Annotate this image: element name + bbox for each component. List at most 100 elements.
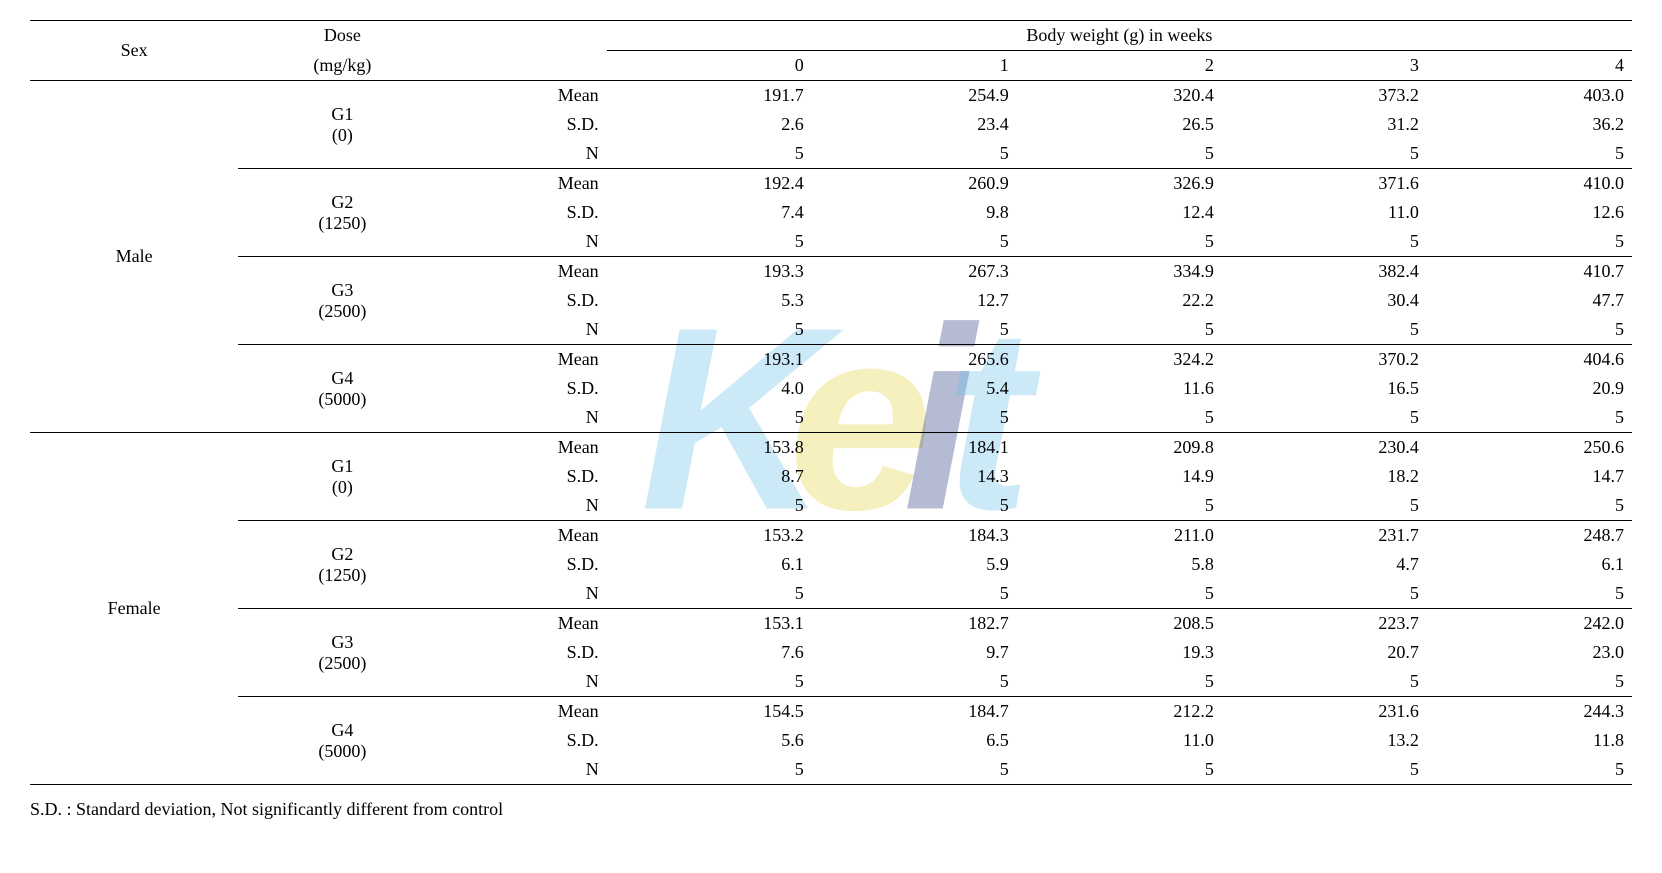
dose-value: (2500) (246, 653, 438, 674)
stat-label: S.D. (447, 462, 607, 491)
dose-value: (0) (246, 125, 438, 146)
value-cell: 8.7 (607, 462, 812, 491)
value-cell: 5 (1017, 227, 1222, 257)
value-cell: 5 (1017, 315, 1222, 345)
header-spacer-2 (447, 51, 607, 81)
value-cell: 211.0 (1017, 521, 1222, 551)
value-cell: 267.3 (812, 257, 1017, 287)
stat-label: S.D. (447, 286, 607, 315)
header-week-0: 0 (607, 51, 812, 81)
value-cell: 5 (812, 491, 1017, 521)
value-cell: 154.5 (607, 697, 812, 727)
dose-value: (1250) (246, 565, 438, 586)
stat-label: Mean (447, 521, 607, 551)
stat-label: Mean (447, 257, 607, 287)
value-cell: 5 (812, 139, 1017, 169)
value-cell: 254.9 (812, 81, 1017, 111)
value-cell: 5 (1427, 403, 1632, 433)
value-cell: 410.0 (1427, 169, 1632, 199)
value-cell: 31.2 (1222, 110, 1427, 139)
dose-code: G3 (246, 632, 438, 653)
value-cell: 6.1 (1427, 550, 1632, 579)
header-sex: Sex (30, 21, 238, 81)
value-cell: 14.9 (1017, 462, 1222, 491)
value-cell: 7.4 (607, 198, 812, 227)
value-cell: 182.7 (812, 609, 1017, 639)
dose-code: G3 (246, 280, 438, 301)
value-cell: 11.8 (1427, 726, 1632, 755)
value-cell: 5 (607, 139, 812, 169)
value-cell: 6.1 (607, 550, 812, 579)
value-cell: 5 (1427, 139, 1632, 169)
header-week-3: 3 (1222, 51, 1427, 81)
value-cell: 5 (812, 667, 1017, 697)
header-dose-top: Dose (238, 21, 446, 51)
value-cell: 5 (1427, 491, 1632, 521)
header-week-1: 1 (812, 51, 1017, 81)
value-cell: 47.7 (1427, 286, 1632, 315)
stat-label: S.D. (447, 110, 607, 139)
value-cell: 410.7 (1427, 257, 1632, 287)
dose-code: G4 (246, 720, 438, 741)
value-cell: 184.1 (812, 433, 1017, 463)
dose-cell: G2(1250) (238, 521, 446, 609)
dose-code: G2 (246, 544, 438, 565)
value-cell: 192.4 (607, 169, 812, 199)
stat-label: S.D. (447, 374, 607, 403)
header-week-4: 4 (1427, 51, 1632, 81)
value-cell: 5.6 (607, 726, 812, 755)
value-cell: 11.0 (1017, 726, 1222, 755)
header-spacer (447, 21, 607, 51)
value-cell: 5 (607, 667, 812, 697)
value-cell: 5 (812, 403, 1017, 433)
footnote: S.D. : Standard deviation, Not significa… (30, 799, 1632, 820)
value-cell: 20.7 (1222, 638, 1427, 667)
stat-label: N (447, 579, 607, 609)
dose-cell: G3(2500) (238, 609, 446, 697)
stat-label: N (447, 491, 607, 521)
value-cell: 5 (812, 579, 1017, 609)
dose-value: (5000) (246, 389, 438, 410)
dose-code: G1 (246, 104, 438, 125)
value-cell: 230.4 (1222, 433, 1427, 463)
value-cell: 231.7 (1222, 521, 1427, 551)
value-cell: 153.8 (607, 433, 812, 463)
value-cell: 193.1 (607, 345, 812, 375)
value-cell: 5 (1017, 139, 1222, 169)
value-cell: 153.2 (607, 521, 812, 551)
value-cell: 5 (812, 315, 1017, 345)
value-cell: 193.3 (607, 257, 812, 287)
value-cell: 5 (1222, 755, 1427, 785)
value-cell: 12.6 (1427, 198, 1632, 227)
value-cell: 371.6 (1222, 169, 1427, 199)
stat-label: Mean (447, 609, 607, 639)
stat-label: S.D. (447, 638, 607, 667)
dose-cell: G1(0) (238, 81, 446, 169)
value-cell: 4.7 (1222, 550, 1427, 579)
value-cell: 244.3 (1427, 697, 1632, 727)
stat-label: N (447, 667, 607, 697)
dose-code: G1 (246, 456, 438, 477)
value-cell: 184.3 (812, 521, 1017, 551)
stat-label: Mean (447, 169, 607, 199)
value-cell: 30.4 (1222, 286, 1427, 315)
value-cell: 191.7 (607, 81, 812, 111)
value-cell: 242.0 (1427, 609, 1632, 639)
value-cell: 5.4 (812, 374, 1017, 403)
value-cell: 5 (1427, 227, 1632, 257)
value-cell: 20.9 (1427, 374, 1632, 403)
value-cell: 9.7 (812, 638, 1017, 667)
value-cell: 5 (1017, 579, 1222, 609)
value-cell: 5.8 (1017, 550, 1222, 579)
value-cell: 212.2 (1017, 697, 1222, 727)
value-cell: 4.0 (607, 374, 812, 403)
stat-label: S.D. (447, 726, 607, 755)
stat-label: N (447, 139, 607, 169)
value-cell: 5 (1222, 315, 1427, 345)
value-cell: 5 (812, 755, 1017, 785)
value-cell: 11.6 (1017, 374, 1222, 403)
value-cell: 36.2 (1427, 110, 1632, 139)
stat-label: N (447, 403, 607, 433)
value-cell: 5 (1017, 667, 1222, 697)
value-cell: 12.4 (1017, 198, 1222, 227)
